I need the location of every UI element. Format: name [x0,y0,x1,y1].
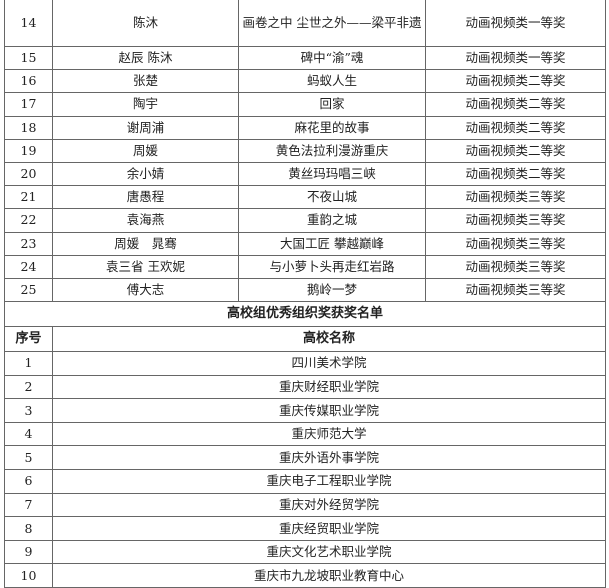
cell-award: 动画视频类一等奖 [425,45,606,71]
cell-no: 14 [4,0,53,47]
cell-no: 16 [4,69,53,94]
award-row: 20 余小婧 黄丝玛玛唱三峡 动画视频类二等奖 [4,161,606,187]
cell-title: 麻花里的故事 [238,115,426,140]
award-row: 15 赵辰 陈沐 碑中“渝”魂 动画视频类一等奖 [4,45,606,71]
cell-author: 傅大志 [52,277,239,303]
header-row: 序号 高校名称 [4,326,606,353]
school-row: 4 重庆师范大学 [4,421,606,447]
cell-award: 动画视频类三等奖 [425,254,606,279]
cell-author: 周媛 晁骞 [52,231,239,256]
cell-title: 黄色法拉利漫游重庆 [238,138,426,163]
cell-no: 6 [4,469,53,494]
cell-author: 赵辰 陈沐 [52,45,239,71]
cell-title: 回家 [238,92,426,117]
cell-no: 5 [4,445,53,471]
cell-author: 陈沐 [52,0,239,47]
award-row: 22 袁海燕 重韵之城 动画视频类三等奖 [4,208,606,233]
cell-no: 10 [4,563,53,588]
header-name: 高校名称 [52,326,606,353]
cell-award: 动画视频类二等奖 [425,92,606,117]
school-row: 8 重庆经贸职业学院 [4,516,606,541]
cell-no: 19 [4,138,53,163]
school-row: 10 重庆市九龙坡职业教育中心 [4,563,606,588]
cell-school-name: 四川美术学院 [52,351,606,376]
cell-no: 22 [4,208,53,233]
cell-author: 谢周浦 [52,115,239,140]
award-row: 24 袁三省 王欢妮 与小萝卜头再走红岩路 动画视频类三等奖 [4,254,606,279]
cell-award: 动画视频类三等奖 [425,277,606,303]
school-row: 2 重庆财经职业学院 [4,374,606,400]
award-row: 25 傅大志 鹅岭一梦 动画视频类三等奖 [4,277,606,303]
cell-award: 动画视频类一等奖 [425,0,606,47]
cell-award: 动画视频类二等奖 [425,115,606,140]
cell-title: 与小萝卜头再走红岩路 [238,254,426,279]
school-row: 5 重庆外语外事学院 [4,445,606,471]
cell-award: 动画视频类二等奖 [425,138,606,163]
cell-no: 1 [4,351,53,376]
award-row: 19 周媛 黄色法拉利漫游重庆 动画视频类二等奖 [4,138,606,163]
cell-school-name: 重庆对外经贸学院 [52,492,606,518]
cell-no: 9 [4,539,53,565]
cell-author: 周媛 [52,138,239,163]
school-row: 1 四川美术学院 [4,351,606,376]
school-row: 6 重庆电子工程职业学院 [4,469,606,494]
school-row: 3 重庆传媒职业学院 [4,398,606,423]
cell-award: 动画视频类三等奖 [425,208,606,233]
cell-no: 8 [4,516,53,541]
cell-award: 动画视频类二等奖 [425,161,606,187]
cell-school-name: 重庆文化艺术职业学院 [52,539,606,565]
cell-school-name: 重庆外语外事学院 [52,445,606,471]
cell-no: 4 [4,421,53,447]
section-title: 高校组优秀组织奖获奖名单 [4,301,606,328]
cell-no: 23 [4,231,53,256]
cell-no: 3 [4,398,53,423]
cell-title: 蚂蚁人生 [238,69,426,94]
cell-school-name: 重庆传媒职业学院 [52,398,606,423]
school-row: 9 重庆文化艺术职业学院 [4,539,606,565]
cell-award: 动画视频类三等奖 [425,231,606,256]
cell-school-name: 重庆市九龙坡职业教育中心 [52,563,606,588]
cell-school-name: 重庆电子工程职业学院 [52,469,606,494]
cell-no: 15 [4,45,53,71]
cell-award: 动画视频类三等奖 [425,185,606,210]
award-row: 14 陈沐 画卷之中 尘世之外——梁平非遗 动画视频类一等奖 [4,0,606,47]
awards-table: 14 陈沐 画卷之中 尘世之外——梁平非遗 动画视频类一等奖 15 赵辰 陈沐 碑中“渝”魂… [4,0,606,588]
award-row: 16 张楚 蚂蚁人生 动画视频类二等奖 [4,69,606,94]
cell-no: 7 [4,492,53,518]
cell-school-name: 重庆师范大学 [52,421,606,447]
school-row: 7 重庆对外经贸学院 [4,492,606,518]
cell-school-name: 重庆经贸职业学院 [52,516,606,541]
cell-author: 袁三省 王欢妮 [52,254,239,279]
cell-title: 不夜山城 [238,185,426,210]
cell-author: 余小婧 [52,161,239,187]
cell-author: 唐愚程 [52,185,239,210]
cell-title: 黄丝玛玛唱三峡 [238,161,426,187]
header-no: 序号 [4,326,53,353]
cell-title: 鹅岭一梦 [238,277,426,303]
cell-title: 碑中“渝”魂 [238,45,426,71]
cell-school-name: 重庆财经职业学院 [52,374,606,400]
cell-no: 21 [4,185,53,210]
cell-no: 24 [4,254,53,279]
cell-no: 18 [4,115,53,140]
cell-no: 17 [4,92,53,117]
cell-title: 重韵之城 [238,208,426,233]
cell-title: 画卷之中 尘世之外——梁平非遗 [238,0,426,47]
award-row: 21 唐愚程 不夜山城 动画视频类三等奖 [4,185,606,210]
cell-author: 陶宇 [52,92,239,117]
award-row: 17 陶宇 回家 动画视频类二等奖 [4,92,606,117]
section-title-row: 高校组优秀组织奖获奖名单 [4,301,606,328]
cell-no: 20 [4,161,53,187]
cell-author: 张楚 [52,69,239,94]
cell-no: 2 [4,374,53,400]
award-row: 23 周媛 晁骞 大国工匠 攀越巅峰 动画视频类三等奖 [4,231,606,256]
cell-award: 动画视频类二等奖 [425,69,606,94]
cell-title: 大国工匠 攀越巅峰 [238,231,426,256]
award-row: 18 谢周浦 麻花里的故事 动画视频类二等奖 [4,115,606,140]
cell-author: 袁海燕 [52,208,239,233]
cell-no: 25 [4,277,53,303]
